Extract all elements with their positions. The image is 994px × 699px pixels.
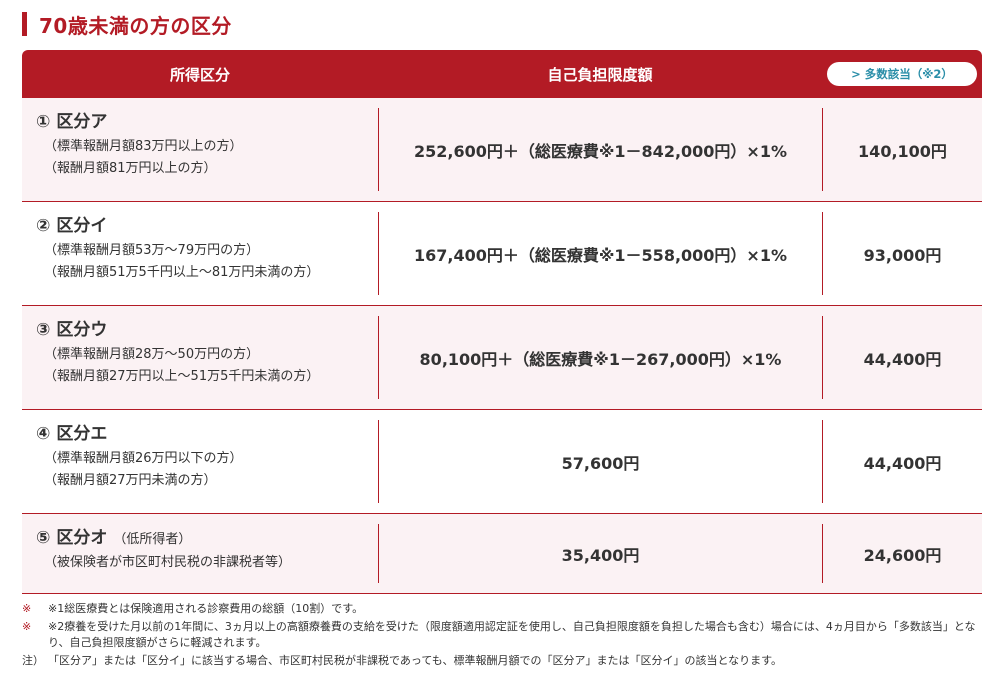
header-copay-limit: 自己負担限度額 [547, 65, 653, 84]
limit-formula: 167,400円＋（総医療費※1－558,000円）×1% [413, 245, 787, 265]
table-row: ④ 区分エ （標準報酬月額26万円以下の方） （報酬月額27万円未満の方） 57,… [22, 410, 982, 514]
header-income-category: 所得区分 [169, 65, 230, 84]
category-name: 区分オ [56, 528, 108, 548]
limit-formula: 252,600円＋（総医療費※1－842,000円）×1% [413, 141, 787, 161]
category-name: 区分ウ [56, 320, 108, 340]
footnote-mark: ※ [22, 602, 32, 615]
table-row: ② 区分イ （標準報酬月額53万～79万円の方） （報酬月額51万5千円以上～81… [22, 202, 982, 306]
table-row: ③ 区分ウ （標準報酬月額28万～50万円の方） （報酬月額27万円以上～51万5… [22, 306, 982, 410]
category-name: 区分エ [56, 424, 108, 444]
limit-amount: 57,600円 [561, 453, 640, 473]
heading-accent-bar [22, 12, 27, 36]
table-header: 所得区分 自己負担限度額 > 多数該当（※2） [22, 50, 982, 98]
category-title: ④ 区分エ [36, 422, 378, 448]
category-number: ① [36, 112, 51, 132]
footnote-text: 「区分ア」または「区分イ」に該当する場合、市区町村民税が非課税であっても、標準報… [48, 654, 783, 667]
multi-applicable-amount: 24,600円 [863, 545, 942, 565]
category-note: （報酬月額51万5千円以上～81万円未満の方） [44, 265, 320, 280]
section-heading: 70歳未満の方の区分 [22, 8, 232, 40]
column-divider [378, 108, 379, 191]
category-note: （報酬月額81万円以上の方） [44, 161, 217, 176]
category-cell: ① 区分ア （標準報酬月額83万円以上の方） （報酬月額81万円以上の方） [22, 98, 378, 201]
category-number: ② [36, 216, 51, 236]
column-divider [378, 212, 379, 295]
footnote: ※ ※1総医療費とは保険適用される診察費用の総額（10割）です。 [22, 601, 982, 617]
column-divider [822, 316, 823, 399]
table-row: ⑤ 区分オ （低所得者） （被保険者が市区町村民税の非課税者等） 35,400円 2… [22, 514, 982, 594]
multi-applicable-amount: 93,000円 [863, 245, 942, 265]
category-name: 区分ア [56, 112, 108, 132]
column-divider [378, 524, 379, 583]
category-number: ⑤ [36, 528, 51, 548]
multi-applicable-amount: 44,400円 [863, 453, 942, 473]
column-divider [822, 212, 823, 295]
footnote-text: ※1総医療費とは保険適用される診察費用の総額（10割）です。 [48, 602, 364, 615]
footnote: 注） 「区分ア」または「区分イ」に該当する場合、市区町村民税が非課税であっても、… [22, 653, 982, 669]
footnote-text: ※2療養を受けた月以前の1年間に、3ヵ月以上の高額療養費の支給を受けた（限度額適… [48, 620, 976, 649]
category-title: ③ 区分ウ [36, 318, 378, 344]
header-multi-cell: > 多数該当（※2） [822, 50, 982, 98]
category-cell: ④ 区分エ （標準報酬月額26万円以下の方） （報酬月額27万円未満の方） [22, 410, 378, 513]
column-divider [822, 524, 823, 583]
table-row: ① 区分ア （標準報酬月額83万円以上の方） （報酬月額81万円以上の方） 252… [22, 98, 982, 202]
category-title: ⑤ 区分オ （低所得者） [36, 526, 378, 552]
category-note: （標準報酬月額83万円以上の方） [44, 139, 243, 154]
footnote-mark: 注） [22, 654, 44, 667]
footnote-mark: ※ [22, 620, 32, 633]
multi-applicable-badge[interactable]: > 多数該当（※2） [827, 62, 977, 86]
column-divider [822, 420, 823, 503]
category-note: （標準報酬月額26万円以下の方） [44, 451, 243, 466]
section-title: 70歳未満の方の区分 [39, 13, 232, 38]
category-name: 区分イ [56, 216, 108, 236]
footnotes: ※ ※1総医療費とは保険適用される診察費用の総額（10割）です。 ※ ※2療養を… [22, 601, 982, 671]
multi-applicable-amount: 140,100円 [858, 141, 947, 161]
category-note: （標準報酬月額28万～50万円の方） [44, 347, 260, 362]
category-cell: ② 区分イ （標準報酬月額53万～79万円の方） （報酬月額51万5千円以上～81… [22, 202, 378, 305]
category-cell: ③ 区分ウ （標準報酬月額28万～50万円の方） （報酬月額27万円以上～51万5… [22, 306, 378, 409]
category-number: ④ [36, 424, 51, 444]
footnote: ※ ※2療養を受けた月以前の1年間に、3ヵ月以上の高額療養費の支給を受けた（限度… [22, 619, 982, 651]
category-title: ② 区分イ [36, 214, 378, 240]
column-divider [822, 108, 823, 191]
category-extra: （低所得者） [113, 532, 192, 547]
category-note: （標準報酬月額53万～79万円の方） [44, 243, 260, 258]
column-divider [378, 316, 379, 399]
category-note: （被保険者が市区町村民税の非課税者等） [44, 555, 292, 570]
category-note: （報酬月額27万円未満の方） [44, 473, 217, 488]
column-divider [378, 420, 379, 503]
copay-limit-table: 所得区分 自己負担限度額 > 多数該当（※2） ① 区分ア （標準報酬月額83万円… [22, 50, 982, 594]
category-note: （報酬月額27万円以上～51万5千円未満の方） [44, 369, 320, 384]
limit-amount: 35,400円 [561, 545, 640, 565]
multi-applicable-amount: 44,400円 [863, 349, 942, 369]
category-cell: ⑤ 区分オ （低所得者） （被保険者が市区町村民税の非課税者等） [22, 514, 378, 593]
limit-formula: 80,100円＋（総医療費※1－267,000円）×1% [419, 349, 782, 369]
category-number: ③ [36, 320, 51, 340]
category-title: ① 区分ア [36, 110, 378, 136]
